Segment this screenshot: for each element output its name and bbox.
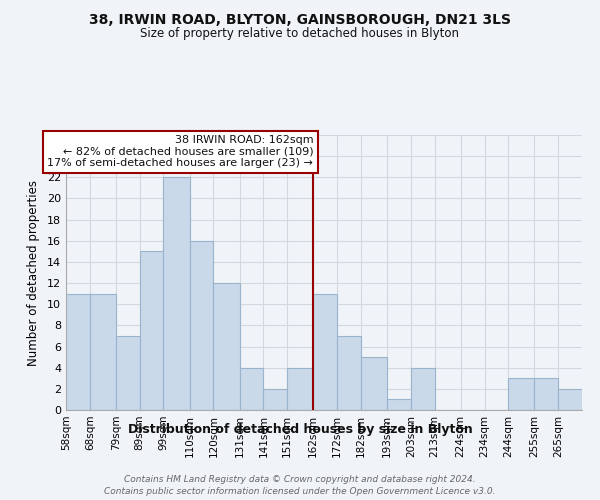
Bar <box>66 294 90 410</box>
Bar <box>387 400 411 410</box>
Y-axis label: Number of detached properties: Number of detached properties <box>27 180 40 366</box>
Text: Size of property relative to detached houses in Blyton: Size of property relative to detached ho… <box>140 28 460 40</box>
Bar <box>558 389 582 410</box>
Text: Distribution of detached houses by size in Blyton: Distribution of detached houses by size … <box>128 422 472 436</box>
Bar <box>116 336 140 410</box>
Bar <box>411 368 434 410</box>
Bar <box>140 252 163 410</box>
Bar <box>214 283 239 410</box>
Text: Contains HM Land Registry data © Crown copyright and database right 2024.: Contains HM Land Registry data © Crown c… <box>124 475 476 484</box>
Bar <box>163 178 190 410</box>
Text: Contains public sector information licensed under the Open Government Licence v3: Contains public sector information licen… <box>104 488 496 496</box>
Bar <box>535 378 558 410</box>
Bar <box>287 368 313 410</box>
Bar <box>508 378 535 410</box>
Text: 38, IRWIN ROAD, BLYTON, GAINSBOROUGH, DN21 3LS: 38, IRWIN ROAD, BLYTON, GAINSBOROUGH, DN… <box>89 12 511 26</box>
Bar <box>337 336 361 410</box>
Bar <box>263 389 287 410</box>
Bar <box>190 241 214 410</box>
Bar <box>90 294 116 410</box>
Bar <box>313 294 337 410</box>
Text: 38 IRWIN ROAD: 162sqm
← 82% of detached houses are smaller (109)
17% of semi-det: 38 IRWIN ROAD: 162sqm ← 82% of detached … <box>47 135 313 168</box>
Bar <box>361 357 387 410</box>
Bar <box>239 368 263 410</box>
